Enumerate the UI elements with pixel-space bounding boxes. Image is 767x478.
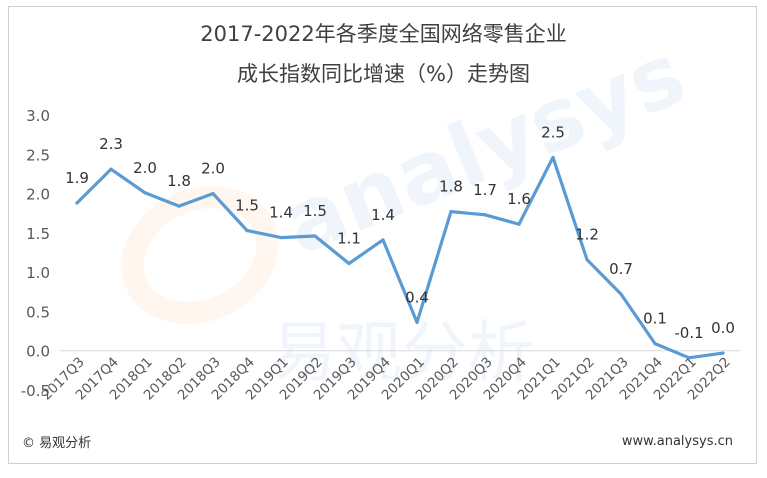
data-label: 2.0 [133,159,157,177]
data-point [551,155,555,160]
data-point [279,235,283,240]
data-label: 1.8 [167,172,191,190]
data-point [347,261,351,266]
data-point [143,191,147,195]
data-label: 2.5 [541,123,565,141]
data-label: 1.5 [235,197,259,215]
data-point [585,257,589,262]
data-point [517,222,521,226]
data-label: -0.1 [674,324,703,342]
y-tick-label: 3.0 [26,107,50,125]
data-point [109,167,113,171]
y-tick-label: -0.5 [21,382,50,400]
y-tick-label: 1.0 [26,264,50,282]
data-label: 0.1 [643,310,667,328]
chart-frame [8,6,757,464]
data-point [449,210,453,214]
data-label: 2.3 [99,135,123,153]
data-point [211,191,215,196]
data-point [721,351,725,355]
data-point [619,292,623,296]
data-label: 0.7 [609,260,633,278]
y-tick-label: 0.5 [26,303,50,321]
data-point [313,234,317,238]
data-label: 1.4 [371,206,395,224]
chart-title-line2: 成长指数同比增速（%）走势图 [237,62,530,86]
data-label: 0.4 [405,288,429,306]
data-label: 1.4 [269,204,293,222]
data-point [653,342,657,346]
series-line [75,155,725,360]
data-point [381,238,385,242]
y-tick-label: 2.0 [26,186,50,204]
data-label: 1.2 [575,226,599,244]
footer-copyright: © 易观分析 [22,436,92,451]
data-label: 2.0 [201,160,225,178]
data-label: 1.8 [439,178,463,196]
data-label: 1.1 [337,230,361,248]
data-point [687,356,691,360]
data-point [245,228,249,233]
footer-website: www.analysys.cn [621,434,733,449]
data-point [177,204,181,208]
data-label: 0.0 [711,319,735,337]
data-point [415,320,419,325]
y-tick-label: 0.0 [26,343,50,361]
y-tick-label: 2.5 [26,146,50,164]
data-label: 1.5 [303,202,327,220]
data-label: 1.7 [473,181,497,199]
y-tick-label: 1.5 [26,225,50,243]
data-label: 1.9 [65,169,89,187]
data-point [483,213,487,217]
data-label: 1.6 [507,190,531,208]
data-point [75,201,79,205]
chart-title-line1: 2017-2022年各季度全国网络零售企业 [200,22,567,46]
